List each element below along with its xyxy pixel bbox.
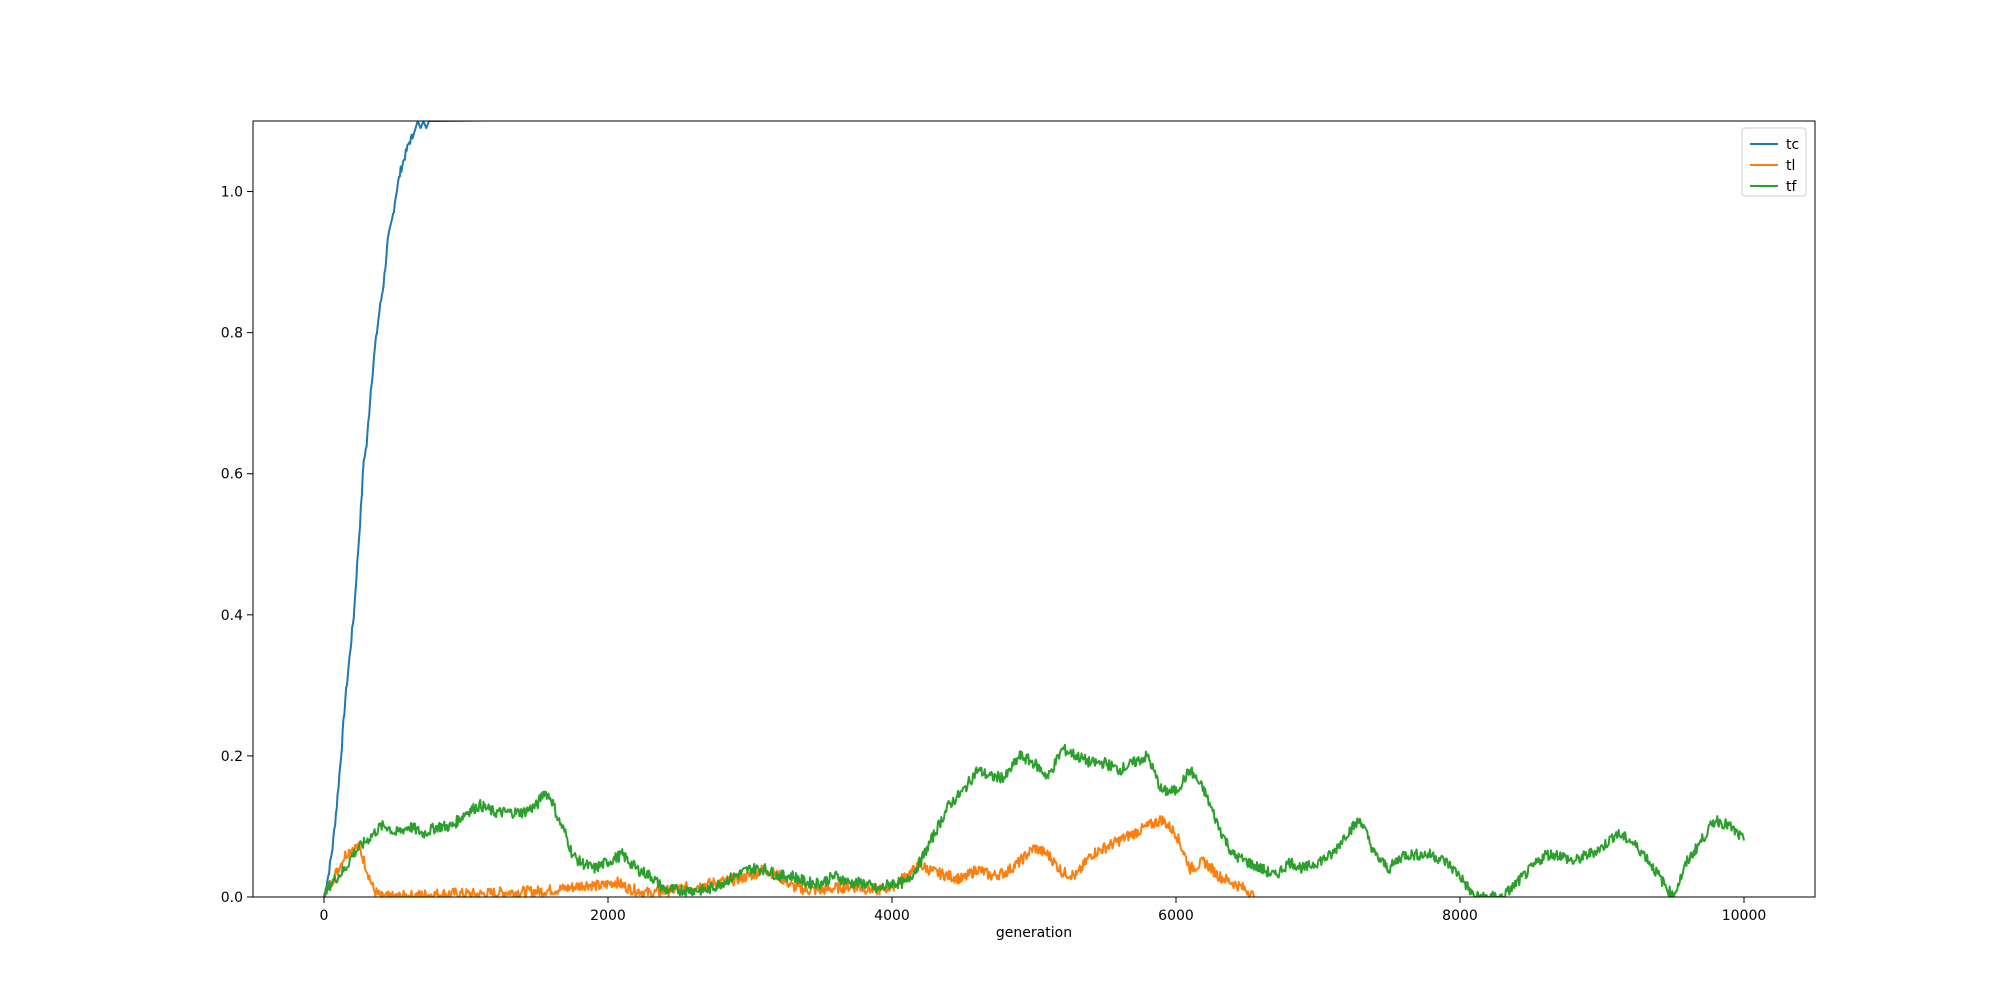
x-tick-label: 0	[320, 908, 329, 924]
legend[interactable]: tc tl tf	[1741, 127, 1807, 197]
y-tick-label: 0.2	[221, 749, 243, 765]
x-tick-label: 6000	[1158, 908, 1194, 924]
y-tick-label: 0.6	[221, 467, 243, 483]
legend-label-tc: tc	[1786, 137, 1799, 153]
y-tick-label: 0.0	[221, 890, 243, 906]
legend-label-tl: tl	[1786, 158, 1795, 174]
y-tick-label: 0.4	[221, 608, 243, 624]
series-line-tc	[323, 121, 531, 897]
series-line-tl	[323, 815, 1256, 897]
x-tick-label: 8000	[1442, 908, 1478, 924]
x-tick-label: 4000	[874, 908, 910, 924]
plot-frame	[252, 120, 1816, 898]
series-layer	[323, 121, 1745, 897]
x-tick-label: 10000	[1722, 908, 1767, 924]
series-line-tf	[323, 743, 1745, 897]
x-tick-label: 2000	[590, 908, 626, 924]
y-tick-label: 1.0	[221, 185, 243, 201]
x-axis-label: generation	[996, 925, 1072, 941]
x-axis: 0 2000 4000 6000 8000 10000	[320, 897, 1767, 924]
y-tick-label: 0.8	[221, 326, 243, 342]
y-axis: 0.0 0.2 0.4 0.6 0.8 1.0	[221, 185, 253, 906]
legend-label-tf: tf	[1786, 179, 1797, 195]
